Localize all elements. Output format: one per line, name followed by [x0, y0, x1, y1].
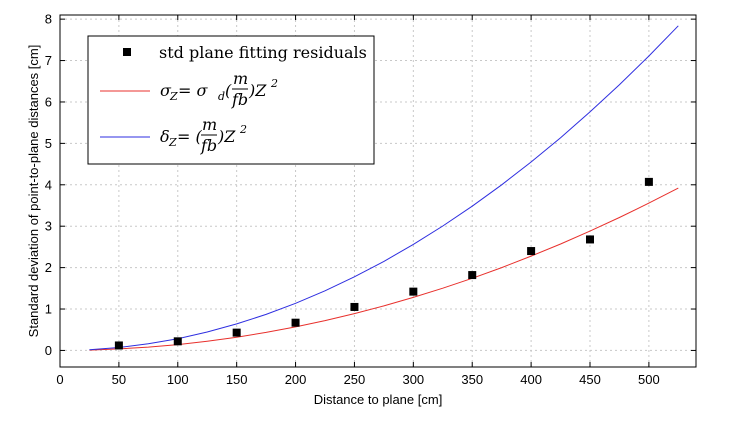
red-eq-sub: d — [218, 90, 225, 103]
legend-scatter-label: std plane fitting residuals — [159, 43, 367, 62]
residual-point — [114, 341, 123, 350]
x-tick-label: 400 — [520, 372, 542, 387]
legend-red-formula: σ Z = σ d ( m fb )Z 2 — [160, 69, 278, 109]
red-lhs-sub: Z — [169, 90, 178, 103]
plot-frame — [59, 14, 697, 368]
blue-sup: 2 — [239, 123, 247, 136]
residual-point — [644, 177, 653, 186]
x-tick-label: 50 — [112, 372, 126, 387]
residual-point — [350, 302, 359, 311]
blue-lhs-sub: Z — [168, 136, 177, 149]
y-tick-label: 3 — [45, 219, 52, 234]
legend-blue-formula: δ Z = ( m fb )Z 2 — [160, 115, 247, 155]
x-tick-label: 100 — [167, 372, 189, 387]
red-open: ( — [225, 81, 232, 100]
x-tick-label: 350 — [461, 372, 483, 387]
x-tick-label: 150 — [226, 372, 248, 387]
legend: std plane fitting residuals σ Z = σ d ( … — [87, 35, 375, 165]
y-ticks: 0 1 2 3 4 5 6 7 8 — [45, 12, 696, 358]
y-tick-label: 1 — [45, 302, 52, 317]
x-tick-label: 0 — [56, 372, 63, 387]
red-lhs: σ — [160, 81, 172, 100]
data-points — [114, 177, 653, 350]
y-tick-label: 5 — [45, 136, 52, 151]
blue-lhs: δ — [160, 127, 170, 146]
residual-point — [527, 247, 536, 256]
x-tick-label: 200 — [285, 372, 307, 387]
legend-scatter-marker — [123, 48, 131, 56]
x-ticks: 0 50 100 150 200 250 300 350 400 450 500 — [56, 15, 660, 387]
blue-eq: = ( — [177, 127, 202, 146]
residual-point — [173, 337, 182, 346]
red-close: )Z — [248, 81, 267, 100]
red-num: m — [233, 69, 248, 88]
y-tick-label: 4 — [45, 177, 52, 192]
blue-num: m — [202, 115, 217, 134]
y-tick-label: 8 — [45, 12, 52, 27]
blue-close: )Z — [217, 127, 236, 146]
residual-point — [409, 287, 418, 296]
residual-point — [291, 318, 300, 327]
legend-box — [87, 35, 375, 165]
x-tick-label: 250 — [344, 372, 366, 387]
x-tick-label: 500 — [638, 372, 660, 387]
y-tick-label: 7 — [45, 53, 52, 68]
red-sup: 2 — [270, 77, 278, 90]
x-axis-label: Distance to plane [cm] — [314, 392, 443, 407]
x-tick-label: 300 — [402, 372, 424, 387]
x-tick-label: 450 — [579, 372, 601, 387]
blue-den: fb — [200, 136, 217, 155]
y-axis-label: Standard deviation of point-to-plane dis… — [26, 45, 41, 338]
residual-point — [586, 235, 594, 244]
residual-point — [468, 271, 477, 280]
red-den: fb — [231, 90, 248, 109]
y-tick-label: 6 — [45, 94, 52, 109]
curves — [89, 25, 679, 351]
red-eq: = σ — [178, 81, 208, 100]
y-tick-label: 0 — [45, 343, 52, 358]
series-line-2 — [89, 25, 679, 351]
series-line-1 — [89, 187, 679, 351]
residual-point — [232, 328, 241, 337]
y-tick-label: 2 — [45, 260, 52, 275]
